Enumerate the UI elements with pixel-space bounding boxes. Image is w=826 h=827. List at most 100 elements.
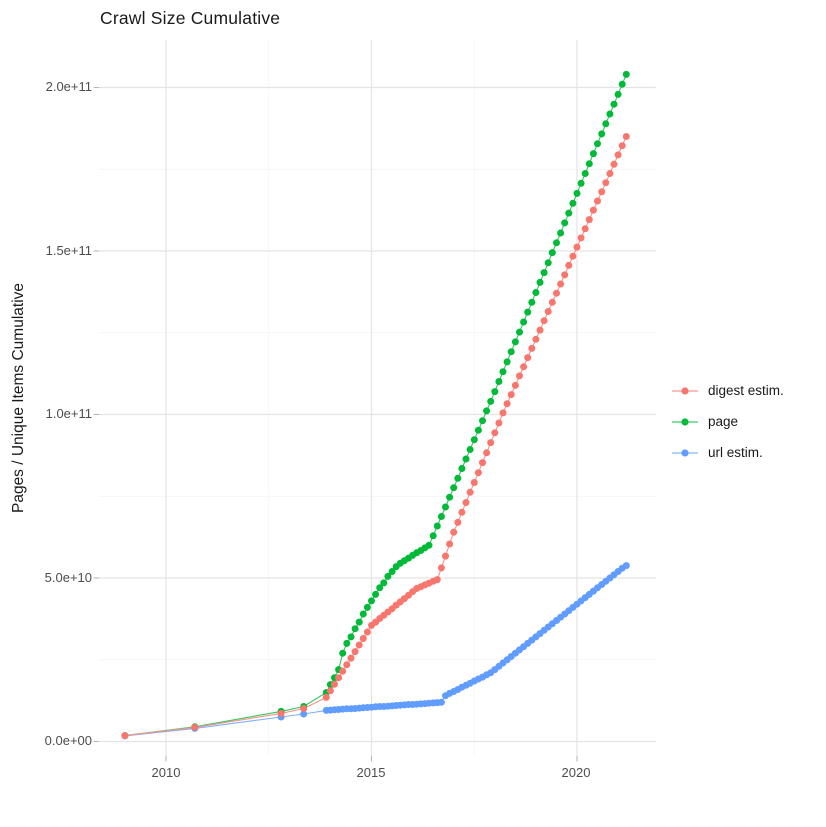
data-point bbox=[594, 197, 601, 205]
legend-item-url-estim: url estim. bbox=[671, 437, 784, 468]
data-point bbox=[499, 409, 507, 417]
data-point bbox=[544, 259, 552, 267]
series-line-digest-estim- bbox=[124, 136, 627, 737]
legend-key-icon bbox=[672, 417, 698, 426]
data-point bbox=[347, 654, 355, 662]
data-point bbox=[363, 628, 371, 636]
data-point bbox=[446, 540, 454, 548]
data-point bbox=[507, 348, 515, 356]
chart-title: Crawl Size Cumulative bbox=[100, 8, 281, 28]
data-point bbox=[561, 219, 569, 227]
data-point bbox=[277, 709, 285, 717]
x-tick-label-1: 2015 bbox=[356, 765, 386, 780]
y-tick-label-3: 1.5e+11 bbox=[45, 243, 92, 258]
data-point bbox=[437, 698, 445, 706]
x-tick-label-2: 2020 bbox=[561, 765, 591, 780]
data-point bbox=[598, 130, 606, 138]
data-point bbox=[191, 723, 199, 731]
data-point bbox=[565, 209, 573, 217]
data-point bbox=[553, 289, 560, 297]
series-points-page bbox=[121, 70, 630, 740]
y-tick-label-0: 0.0e+00 bbox=[44, 733, 92, 748]
data-point bbox=[557, 229, 565, 237]
data-point bbox=[532, 289, 540, 296]
data-point bbox=[462, 455, 470, 463]
data-point bbox=[479, 459, 486, 467]
legend-label: page bbox=[708, 414, 739, 429]
data-point bbox=[458, 508, 466, 516]
data-point bbox=[536, 326, 544, 334]
data-point bbox=[495, 419, 503, 427]
data-point bbox=[384, 572, 392, 580]
data-point bbox=[606, 170, 614, 177]
data-point bbox=[355, 641, 363, 649]
data-point bbox=[581, 225, 589, 233]
data-point bbox=[433, 522, 441, 530]
data-point bbox=[300, 705, 308, 712]
data-point bbox=[618, 142, 626, 150]
data-point bbox=[372, 590, 380, 598]
x-tick-label-0: 2010 bbox=[151, 765, 181, 780]
data-point bbox=[483, 407, 491, 415]
y-tick-label-4: 2.0e+11 bbox=[45, 79, 92, 94]
data-point bbox=[446, 493, 454, 501]
data-point bbox=[622, 70, 630, 78]
grid-major bbox=[99, 40, 656, 756]
data-point bbox=[524, 354, 532, 362]
data-point bbox=[602, 120, 610, 128]
data-point bbox=[553, 239, 560, 247]
data-point bbox=[331, 680, 338, 688]
data-point bbox=[618, 80, 626, 88]
data-point bbox=[589, 150, 597, 158]
data-point bbox=[491, 429, 499, 437]
data-point bbox=[622, 133, 630, 140]
data-point bbox=[614, 151, 622, 159]
data-point bbox=[577, 179, 585, 187]
data-point bbox=[479, 417, 486, 425]
data-point bbox=[536, 278, 544, 286]
data-point bbox=[483, 449, 491, 457]
data-point bbox=[470, 479, 478, 486]
data-point bbox=[511, 381, 519, 389]
data-point bbox=[503, 358, 511, 366]
data-point bbox=[548, 298, 556, 306]
data-point bbox=[507, 391, 515, 399]
data-point bbox=[585, 216, 593, 224]
y-axis-title: Pages / Unique Items Cumulative bbox=[10, 282, 27, 514]
data-point bbox=[355, 618, 363, 626]
data-point bbox=[528, 344, 536, 352]
data-point bbox=[442, 503, 449, 511]
data-point bbox=[520, 363, 528, 371]
legend-key-icon bbox=[672, 386, 698, 395]
data-point bbox=[121, 732, 129, 740]
data-point bbox=[499, 368, 507, 376]
data-point bbox=[491, 388, 499, 396]
grid-minor bbox=[99, 40, 656, 756]
data-point bbox=[458, 465, 466, 472]
data-point bbox=[351, 648, 359, 656]
data-point bbox=[462, 499, 470, 506]
data-point bbox=[606, 110, 614, 118]
data-point bbox=[339, 649, 347, 657]
data-point bbox=[339, 667, 347, 675]
data-point bbox=[326, 687, 334, 695]
data-point bbox=[368, 597, 375, 605]
data-point bbox=[528, 298, 536, 306]
series-points-url-estim- bbox=[121, 562, 630, 740]
legend-key-icon bbox=[672, 448, 698, 457]
data-point bbox=[376, 584, 384, 592]
data-point bbox=[565, 261, 573, 269]
data-point bbox=[359, 635, 367, 642]
data-point bbox=[363, 603, 371, 611]
series-points-digest-estim- bbox=[121, 133, 630, 740]
y-tick-label-2: 1.0e+11 bbox=[45, 406, 92, 421]
series-lines bbox=[124, 74, 627, 737]
data-point bbox=[622, 562, 630, 570]
data-point bbox=[388, 568, 396, 575]
data-point bbox=[589, 206, 597, 214]
data-point bbox=[450, 528, 458, 536]
data-point bbox=[474, 426, 482, 434]
data-point bbox=[503, 400, 511, 408]
